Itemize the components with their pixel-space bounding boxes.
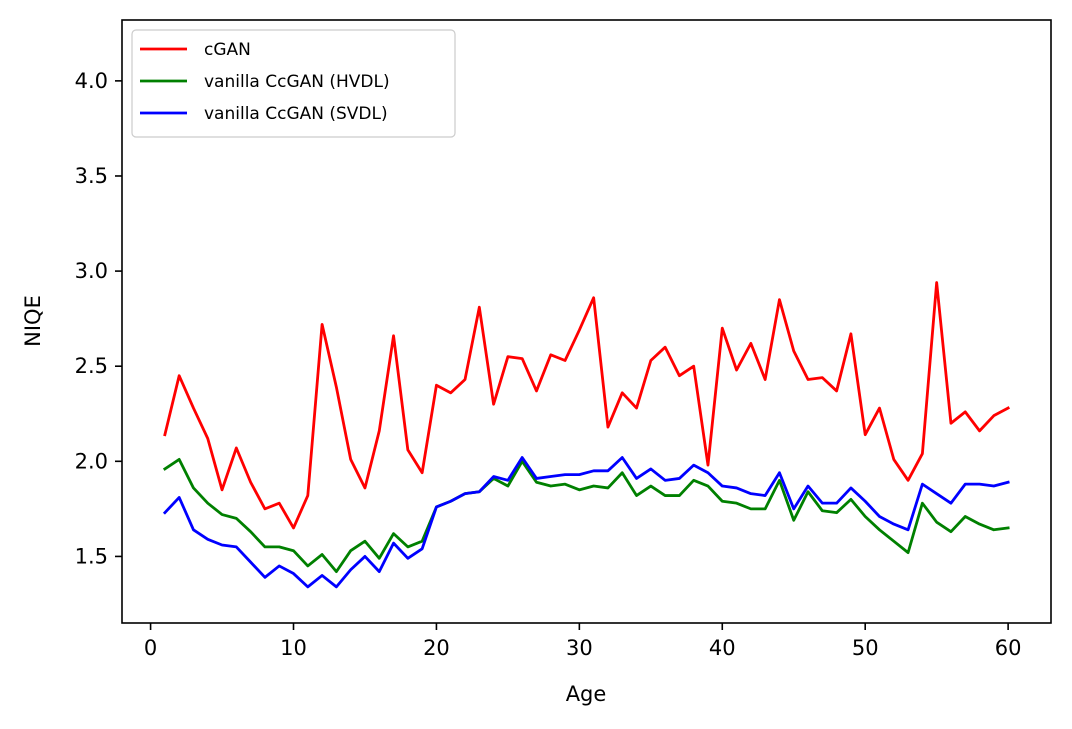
plot-frame: [121, 19, 1052, 624]
y-axis-label: NIQE: [21, 295, 45, 347]
series-line-1: [162, 458, 1010, 574]
y-tick-label: 4.0: [75, 69, 108, 93]
y-tick-label: 3.5: [75, 164, 108, 188]
legend-label-1: vanilla CcGAN (HVDL): [204, 72, 390, 92]
x-tick-label: 10: [280, 636, 307, 660]
x-tick-label: 60: [995, 636, 1022, 660]
x-tick-label: 20: [423, 636, 450, 660]
x-axis-ticks: 0 10 20 30 40 50 60: [144, 623, 1022, 660]
x-tick-label: 0: [144, 636, 157, 660]
x-tick-label: 30: [566, 636, 593, 660]
x-tick-label: 40: [709, 636, 736, 660]
x-axis-label: Age: [566, 682, 607, 706]
x-tick-label: 50: [852, 636, 879, 660]
y-tick-label: 1.5: [75, 544, 108, 568]
series-lines: [162, 281, 1011, 589]
y-tick-label: 3.0: [75, 259, 108, 283]
legend-label-2: vanilla CcGAN (SVDL): [204, 104, 388, 124]
legend-label-0: cGAN: [204, 40, 251, 60]
y-axis-ticks: 1.5 2.0 2.5 3.0 3.5 4.0: [75, 69, 122, 568]
legend-box: [131, 29, 456, 138]
legend: cGAN vanilla CcGAN (HVDL) vanilla CcGAN (S…: [131, 29, 456, 138]
series-line-0: [163, 281, 1011, 530]
y-tick-label: 2.5: [75, 354, 108, 378]
y-tick-label: 2.0: [75, 449, 108, 473]
series-line-2: [162, 456, 1010, 589]
